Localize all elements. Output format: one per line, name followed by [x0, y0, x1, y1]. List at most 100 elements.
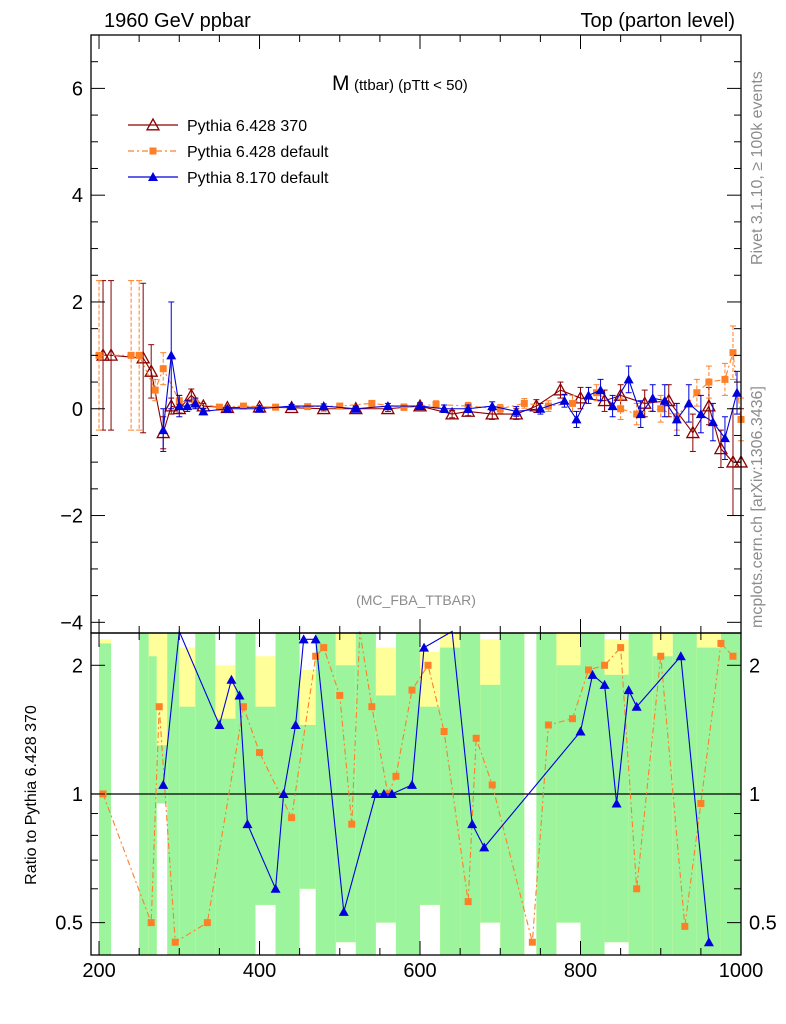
legend-label: Pythia 6.428 370 — [187, 118, 307, 135]
data-point — [520, 399, 528, 407]
ratio-point — [419, 642, 430, 652]
data-point — [184, 388, 199, 401]
data-point — [159, 365, 167, 373]
chart-title-sub: (ttbar) (pTtt < 50) — [354, 77, 468, 94]
ratio-point — [239, 703, 247, 711]
ratio-point — [310, 634, 321, 644]
data-point — [607, 401, 618, 411]
series-p8-default — [158, 301, 742, 460]
ratio-point — [587, 669, 598, 679]
ratio-line-p8-default — [162, 629, 710, 943]
ratio-point — [601, 661, 609, 669]
data-point — [496, 405, 504, 413]
data-point — [713, 441, 729, 455]
ratio-point — [370, 788, 381, 798]
data-point — [198, 406, 209, 416]
data-point — [485, 406, 500, 420]
mcplots-label: mcplots.cern.ch [arXiv:1306.3436] — [749, 386, 766, 628]
data-point — [239, 402, 247, 410]
data-point — [683, 398, 694, 408]
ratio-point — [472, 734, 480, 742]
ratio-band-green — [440, 647, 461, 955]
ratio-band-yellow — [156, 633, 168, 804]
data-point — [368, 399, 376, 407]
data-point — [553, 382, 568, 396]
ratio-point — [226, 674, 237, 684]
data-point — [695, 409, 706, 419]
ratio-series-p8-default — [158, 629, 714, 947]
data-point — [729, 349, 737, 357]
ratio-point — [467, 819, 478, 829]
ratio-point — [599, 679, 610, 689]
y-tick-label: −4 — [60, 612, 83, 634]
mask-bottom — [91, 955, 741, 1024]
data-point — [573, 390, 588, 404]
ratio-y-tick-label-right: 2 — [749, 655, 760, 677]
ratio-point — [338, 906, 349, 916]
x-tick-label: 1000 — [719, 960, 764, 982]
ratio-point — [278, 788, 289, 798]
ratio-point — [488, 781, 496, 789]
data-point — [721, 375, 729, 383]
data-point — [350, 403, 361, 413]
ratio-point — [617, 644, 625, 652]
data-point — [719, 433, 730, 443]
legend-item-p6-370: Pythia 6.428 370 — [128, 117, 307, 135]
data-point — [174, 401, 185, 411]
ratio-point — [623, 685, 634, 695]
data-point — [583, 390, 594, 400]
ratio-point — [386, 788, 397, 798]
data-point — [166, 350, 177, 360]
main-panel-series — [95, 280, 749, 517]
ratio-band-green — [652, 656, 673, 955]
ratio-band-green — [420, 706, 441, 905]
ratio-point — [320, 644, 328, 652]
ratio-band-green — [480, 684, 501, 923]
data-point — [705, 378, 713, 386]
data-point — [623, 374, 634, 384]
y-tick-label: 2 — [72, 292, 83, 314]
ratio-y-tick-label-right: 1 — [749, 784, 760, 806]
data-point — [336, 402, 344, 410]
x-tick-label: 800 — [564, 960, 597, 982]
data-point — [693, 389, 701, 397]
ratio-band-green — [335, 665, 356, 943]
data-point — [685, 425, 700, 439]
legend-swatch-marker — [145, 117, 161, 131]
ratio-point — [214, 719, 225, 729]
x-tick-label: 600 — [403, 960, 436, 982]
rivet-version-label: Rivet 3.1.10, ≥ 100k events — [749, 71, 766, 265]
data-point — [559, 395, 570, 405]
ratio-band-green — [179, 706, 196, 955]
data-point — [215, 403, 223, 411]
ratio-y-tick-label-right: 0.5 — [749, 913, 777, 935]
ratio-point — [270, 883, 281, 893]
ratio-point — [729, 652, 737, 660]
data-point — [95, 351, 103, 359]
legend-swatch-marker — [148, 172, 158, 181]
data-point — [135, 351, 143, 359]
data-point — [445, 406, 460, 420]
data-point — [571, 414, 582, 424]
legend-item-p8-default: Pythia 8.170 default — [128, 170, 329, 187]
ratio-point — [697, 799, 705, 807]
ratio-point — [147, 919, 155, 927]
ratio-point — [408, 686, 416, 694]
ratio-point — [256, 749, 264, 757]
ratio-point — [464, 898, 472, 906]
ratio-point — [290, 719, 301, 729]
ratio-point — [717, 639, 725, 647]
ratio-point — [312, 652, 320, 660]
legend-item-p6-default: Pythia 6.428 default — [128, 144, 329, 161]
legend-label: Pythia 8.170 default — [187, 170, 329, 187]
ratio-point — [288, 814, 296, 822]
data-point — [432, 400, 440, 408]
data-point — [568, 399, 576, 407]
ratio-y-tick-label-left: 0.5 — [55, 913, 83, 935]
ratio-point — [631, 701, 642, 711]
y-tick-label: −2 — [60, 506, 83, 528]
ratio-point — [575, 726, 586, 736]
data-point — [617, 405, 625, 413]
ratio-band-green — [255, 706, 276, 905]
data-point — [529, 398, 544, 412]
